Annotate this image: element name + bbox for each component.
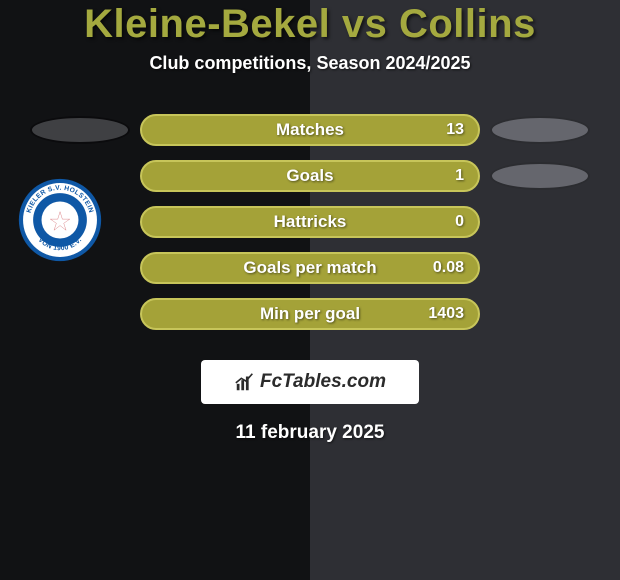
- stat-row: Matches 13: [20, 114, 600, 146]
- stat-value: 1403: [428, 305, 464, 323]
- side-left-slot: [20, 116, 140, 144]
- stat-row: Goals 1: [20, 160, 600, 192]
- bar-chart-icon: [234, 371, 256, 393]
- stat-bar: Goals per match 0.08: [140, 252, 480, 284]
- stat-bar: Hattricks 0: [140, 206, 480, 238]
- subtitle: Club competitions, Season 2024/2025: [149, 53, 470, 74]
- stat-value: 0: [455, 213, 464, 231]
- stats-container: Matches 13 Goals 1 Hattricks 0 Goals per match…: [20, 114, 600, 344]
- stat-bar: Matches 13: [140, 114, 480, 146]
- date-label: 11 february 2025: [236, 422, 385, 444]
- stat-value: 13: [446, 121, 464, 139]
- source-logo-box: FcTables.com: [201, 360, 419, 404]
- side-right-slot: [480, 116, 600, 144]
- stat-label: Goals: [286, 166, 333, 186]
- stat-value: 0.08: [433, 259, 464, 277]
- stat-row: Hattricks 0: [20, 206, 600, 238]
- stat-label: Min per goal: [260, 304, 360, 324]
- stat-label: Goals per match: [243, 258, 376, 278]
- player-right-ellipse: [490, 162, 590, 190]
- stat-bar: Goals 1: [140, 160, 480, 192]
- stat-row: Goals per match 0.08: [20, 252, 600, 284]
- stat-row: Min per goal 1403: [20, 298, 600, 330]
- page-title: Kleine-Bekel vs Collins: [84, 2, 536, 47]
- player-right-ellipse: [490, 116, 590, 144]
- stat-bar: Min per goal 1403: [140, 298, 480, 330]
- source-logo: FcTables.com: [234, 371, 386, 393]
- player-left-ellipse: [30, 116, 130, 144]
- source-logo-text: FcTables.com: [260, 371, 386, 393]
- stat-value: 1: [455, 167, 464, 185]
- side-right-slot: [480, 162, 600, 190]
- stat-label: Matches: [276, 120, 344, 140]
- stat-label: Hattricks: [274, 212, 347, 232]
